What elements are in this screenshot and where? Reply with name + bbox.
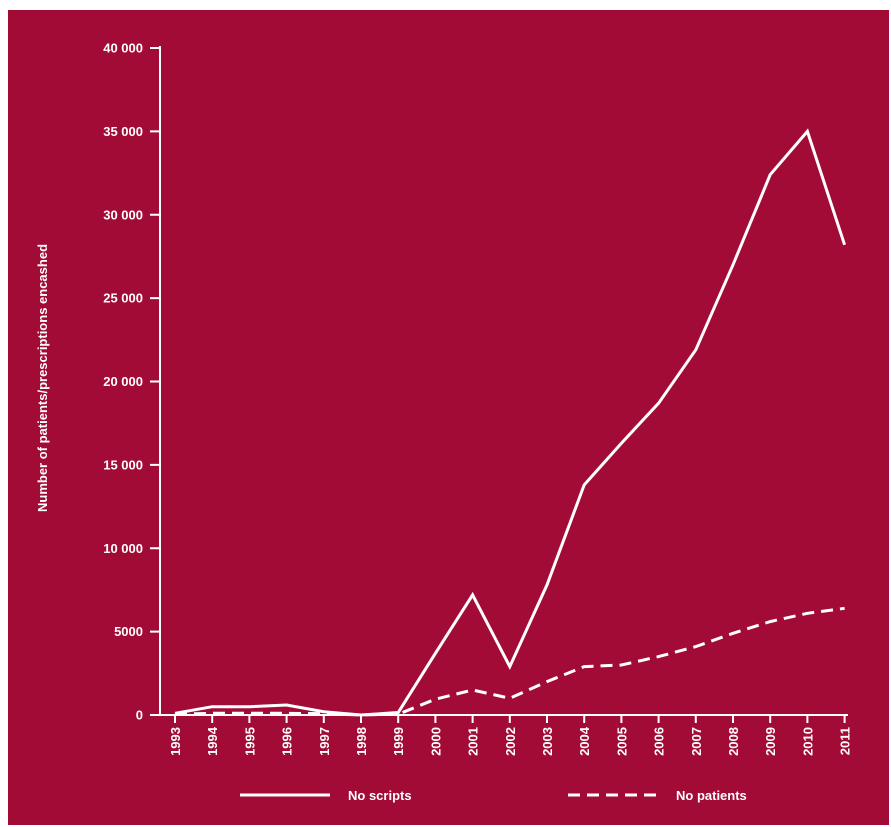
y-tick-label: 0 (136, 708, 143, 723)
x-tick-label: 2005 (614, 727, 629, 756)
x-tick-label: 1998 (354, 727, 369, 756)
x-axis-ticks: 1993 1994 1995 1996 1997 1998 1999 2000 2001 2002… (168, 715, 853, 756)
y-tick-label: 10 000 (103, 541, 143, 556)
x-tick-label: 1995 (242, 727, 257, 756)
y-axis-title: Number of patients/prescriptions encashe… (35, 244, 50, 512)
x-tick-label: 2010 (800, 727, 815, 756)
x-tick-label: 2003 (540, 727, 555, 756)
legend: No scripts No patients (240, 788, 747, 803)
x-tick-label: 1994 (205, 726, 220, 756)
line-chart: 0 5000 10 000 15 000 20 000 25 000 30 000 35 00… (8, 10, 889, 825)
x-tick-label: 2000 (428, 727, 443, 756)
x-tick-label: 2011 (838, 727, 853, 755)
x-tick-label: 1997 (317, 727, 332, 756)
series-layer (174, 128, 847, 717)
series-line-no-patients (174, 606, 845, 717)
x-tick-label: 2004 (577, 726, 592, 756)
y-tick-label: 5000 (114, 624, 143, 639)
series-line-no-scripts (174, 128, 847, 717)
y-tick-label: 30 000 (103, 207, 143, 222)
chart-panel: 0 5000 10 000 15 000 20 000 25 000 30 000 35 00… (8, 10, 889, 825)
y-tick-label: 15 000 (103, 457, 143, 472)
legend-label: No scripts (348, 788, 412, 803)
y-tick-label: 20 000 (103, 374, 143, 389)
y-tick-label: 25 000 (103, 291, 143, 306)
x-tick-label: 2001 (466, 727, 481, 756)
x-tick-label: 2007 (689, 727, 704, 756)
x-tick-label: 1996 (280, 727, 295, 756)
x-tick-label: 2009 (763, 727, 778, 756)
x-tick-label: 1999 (391, 727, 406, 756)
x-tick-label: 2002 (503, 727, 518, 756)
x-tick-label: 2008 (726, 727, 741, 756)
x-tick-label: 1993 (168, 727, 183, 756)
x-tick-label: 2006 (652, 727, 667, 756)
y-tick-label: 35 000 (103, 124, 143, 139)
legend-label: No patients (676, 788, 747, 803)
y-tick-label: 40 000 (103, 41, 143, 56)
y-axis-ticks: 0 5000 10 000 15 000 20 000 25 000 30 000 35 00… (103, 41, 160, 723)
chart-background (8, 10, 889, 825)
